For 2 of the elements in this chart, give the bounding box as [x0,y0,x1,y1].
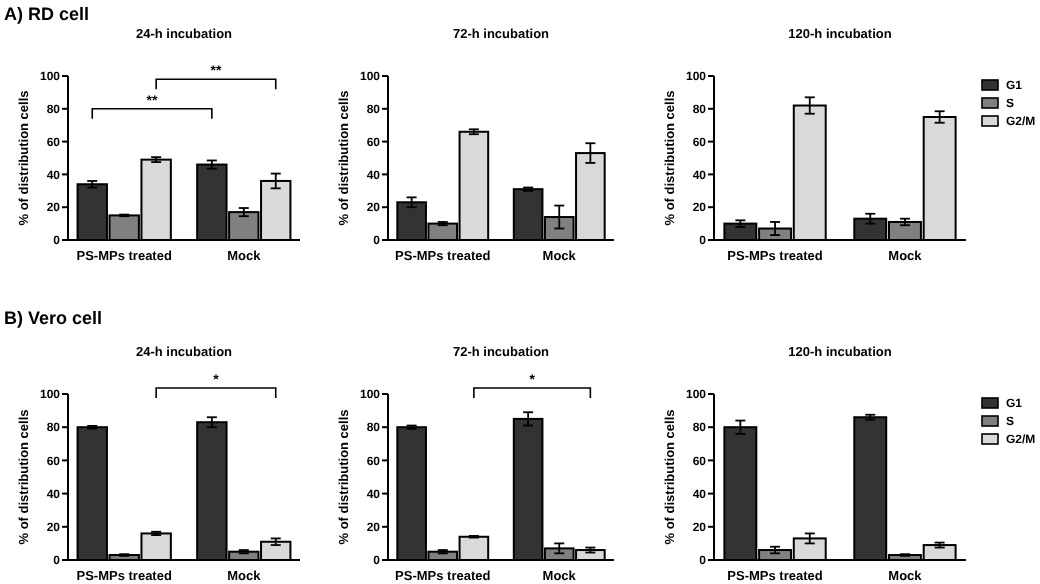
text: B) Vero cell [4,308,103,328]
text: A) RD cell [4,4,90,24]
